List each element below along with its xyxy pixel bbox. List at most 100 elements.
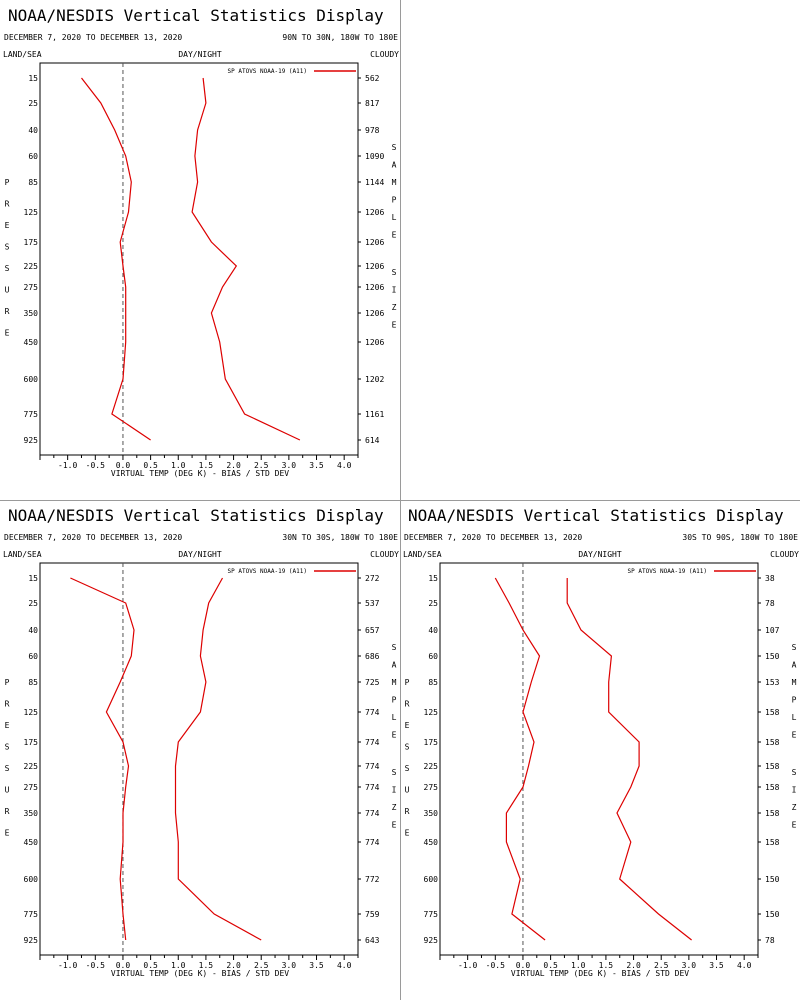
size-axis-letter: Z xyxy=(392,303,397,312)
legend-label: SP ATOVS NOAA-19 (A11) xyxy=(228,68,307,75)
sample-axis-letter: E xyxy=(392,231,397,240)
day-night-label: DAY/NIGHT xyxy=(178,50,222,59)
x-tick-label: -0.5 xyxy=(486,961,505,970)
sample-size-label: 272 xyxy=(365,574,380,583)
sample-size-label: 1206 xyxy=(365,238,384,247)
sample-axis-letter: L xyxy=(392,213,397,222)
sample-size-label: 772 xyxy=(365,875,380,884)
size-axis-letter: S xyxy=(392,768,397,777)
size-axis-letter: S xyxy=(792,768,797,777)
sample-size-label: 78 xyxy=(765,936,775,945)
date-range: DECEMBER 7, 2020 TO DECEMBER 13, 2020 xyxy=(4,533,182,542)
stats-panel-tropics: NOAA/NESDIS Vertical Statistics Display D… xyxy=(0,500,400,1000)
pressure-axis-letter: R xyxy=(5,200,10,209)
pressure-axis-letter: E xyxy=(405,721,410,730)
sample-size-label: 1202 xyxy=(365,375,384,384)
sample-size-label: 158 xyxy=(765,809,780,818)
bias-series-line xyxy=(494,577,546,941)
sample-axis-letter: S xyxy=(392,143,397,152)
pressure-level-label: 60 xyxy=(28,652,38,661)
pressure-level-label: 275 xyxy=(424,783,439,792)
pressure-level-label: 175 xyxy=(24,238,39,247)
pressure-axis-letter: S xyxy=(5,764,10,773)
sample-size-label: 150 xyxy=(765,910,780,919)
sample-axis-letter: M xyxy=(792,678,797,687)
sample-size-label: 643 xyxy=(365,936,380,945)
pressure-level-label: 600 xyxy=(424,875,439,884)
size-axis-letter: I xyxy=(392,286,397,295)
sample-size-label: 686 xyxy=(365,652,380,661)
pressure-level-label: 25 xyxy=(28,599,38,608)
size-axis-letter: E xyxy=(792,821,797,830)
x-tick-label: 2.5 xyxy=(254,461,269,470)
pressure-axis-letter: S xyxy=(5,264,10,273)
sample-size-label: 1206 xyxy=(365,309,384,318)
stddev-series-line xyxy=(191,77,301,441)
day-night-label: DAY/NIGHT xyxy=(178,550,222,559)
pressure-level-label: 600 xyxy=(24,375,39,384)
pressure-level-label: 60 xyxy=(428,652,438,661)
pressure-axis-letter: S xyxy=(5,743,10,752)
panel-divider-horizontal xyxy=(0,500,800,501)
pressure-level-label: 350 xyxy=(424,809,439,818)
x-tick-label: 2.0 xyxy=(626,961,641,970)
pressure-level-label: 40 xyxy=(428,626,438,635)
pressure-level-label: 925 xyxy=(24,436,39,445)
pressure-axis-letter: E xyxy=(5,721,10,730)
sample-axis-letter: P xyxy=(392,696,397,705)
pressure-level-label: 450 xyxy=(424,838,439,847)
pressure-level-label: 175 xyxy=(24,738,39,747)
x-tick-label: 1.0 xyxy=(171,461,186,470)
sample-size-label: 774 xyxy=(365,783,380,792)
pressure-level-label: 175 xyxy=(424,738,439,747)
sample-axis-letter: P xyxy=(392,196,397,205)
stats-panel-northern: NOAA/NESDIS Vertical Statistics Display D… xyxy=(0,0,400,500)
sample-size-label: 774 xyxy=(365,809,380,818)
sample-axis-letter: L xyxy=(392,713,397,722)
sample-axis-letter: S xyxy=(792,643,797,652)
land-sea-label: LAND/SEA xyxy=(3,50,42,59)
pressure-level-label: 15 xyxy=(28,574,38,583)
x-tick-label: -1.0 xyxy=(58,461,77,470)
pressure-axis-letter: E xyxy=(5,829,10,838)
x-tick-label: 1.5 xyxy=(199,961,214,970)
pressure-axis-letter: S xyxy=(5,243,10,252)
x-tick-label: 2.5 xyxy=(654,961,669,970)
pressure-level-label: 450 xyxy=(24,838,39,847)
sample-size-label: 562 xyxy=(365,74,380,83)
x-tick-label: -1.0 xyxy=(458,961,477,970)
sample-axis-letter: A xyxy=(392,161,397,170)
x-tick-label: 1.0 xyxy=(171,961,186,970)
pressure-level-label: 775 xyxy=(424,910,439,919)
x-axis-label: VIRTUAL TEMP (DEG K) - BIAS / STD DEV xyxy=(511,969,689,978)
sample-axis-letter: A xyxy=(392,661,397,670)
pressure-level-label: 25 xyxy=(28,99,38,108)
bias-series-line xyxy=(70,577,135,941)
sample-size-label: 725 xyxy=(365,678,380,687)
panel-title: NOAA/NESDIS Vertical Statistics Display xyxy=(8,506,384,525)
x-tick-label: 0.0 xyxy=(116,461,131,470)
sample-axis-letter: E xyxy=(792,731,797,740)
x-tick-label: -0.5 xyxy=(86,961,105,970)
pressure-axis-letter: E xyxy=(5,329,10,338)
panel-title: NOAA/NESDIS Vertical Statistics Display xyxy=(408,506,784,525)
sample-size-label: 1206 xyxy=(365,338,384,347)
pressure-level-label: 225 xyxy=(424,762,439,771)
size-axis-letter: E xyxy=(392,821,397,830)
pressure-level-label: 40 xyxy=(28,126,38,135)
sample-size-label: 158 xyxy=(765,738,780,747)
pressure-axis-letter: U xyxy=(405,786,410,795)
sample-axis-letter: E xyxy=(392,731,397,740)
sample-size-label: 774 xyxy=(365,708,380,717)
chart-svg: NOAA/NESDIS Vertical Statistics Display D… xyxy=(403,506,799,978)
pressure-axis-letter: R xyxy=(5,307,10,316)
pressure-level-label: 450 xyxy=(24,338,39,347)
sample-size-label: 150 xyxy=(765,875,780,884)
pressure-axis-letter: E xyxy=(405,829,410,838)
pressure-level-label: 350 xyxy=(24,809,39,818)
pressure-axis-letter: U xyxy=(5,286,10,295)
cloudy-label: CLOUDY xyxy=(370,550,399,559)
pressure-axis-letter: U xyxy=(5,786,10,795)
chart-svg: NOAA/NESDIS Vertical Statistics Display D… xyxy=(3,6,399,478)
pressure-level-label: 40 xyxy=(28,626,38,635)
